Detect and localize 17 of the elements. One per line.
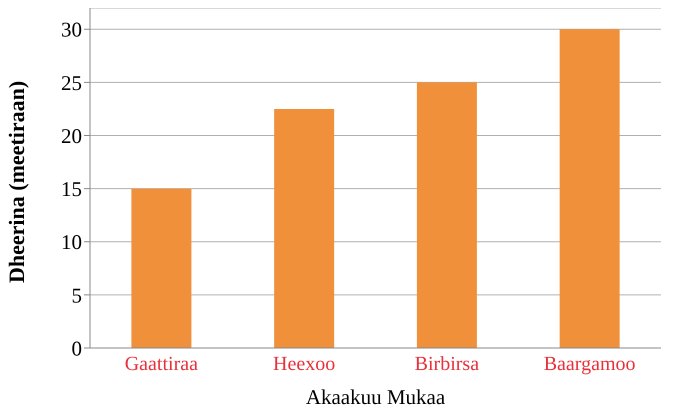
y-tick-label: 15 — [61, 177, 82, 202]
y-tick-label: 20 — [61, 124, 82, 148]
y-tick-label: 0 — [72, 336, 82, 360]
y-tick-label: 5 — [72, 283, 82, 308]
y-tick-label: 25 — [61, 70, 82, 95]
x-tick-label: Heexoo — [273, 353, 336, 376]
x-axis-title: Akaakuu Mukaa — [306, 385, 446, 409]
bar — [416, 82, 477, 348]
bar — [560, 29, 620, 348]
y-axis-title: Dheerina (meetiraan) — [4, 80, 29, 283]
x-tick-label: Gaattiraa — [124, 353, 198, 376]
x-tick-label: Baargamoo — [544, 353, 636, 376]
x-tick-label: Birbirsa — [414, 353, 480, 376]
y-tick-label: 10 — [61, 230, 82, 254]
y-tick-label: 30 — [61, 18, 82, 42]
bar — [131, 188, 192, 348]
bar — [274, 108, 334, 348]
